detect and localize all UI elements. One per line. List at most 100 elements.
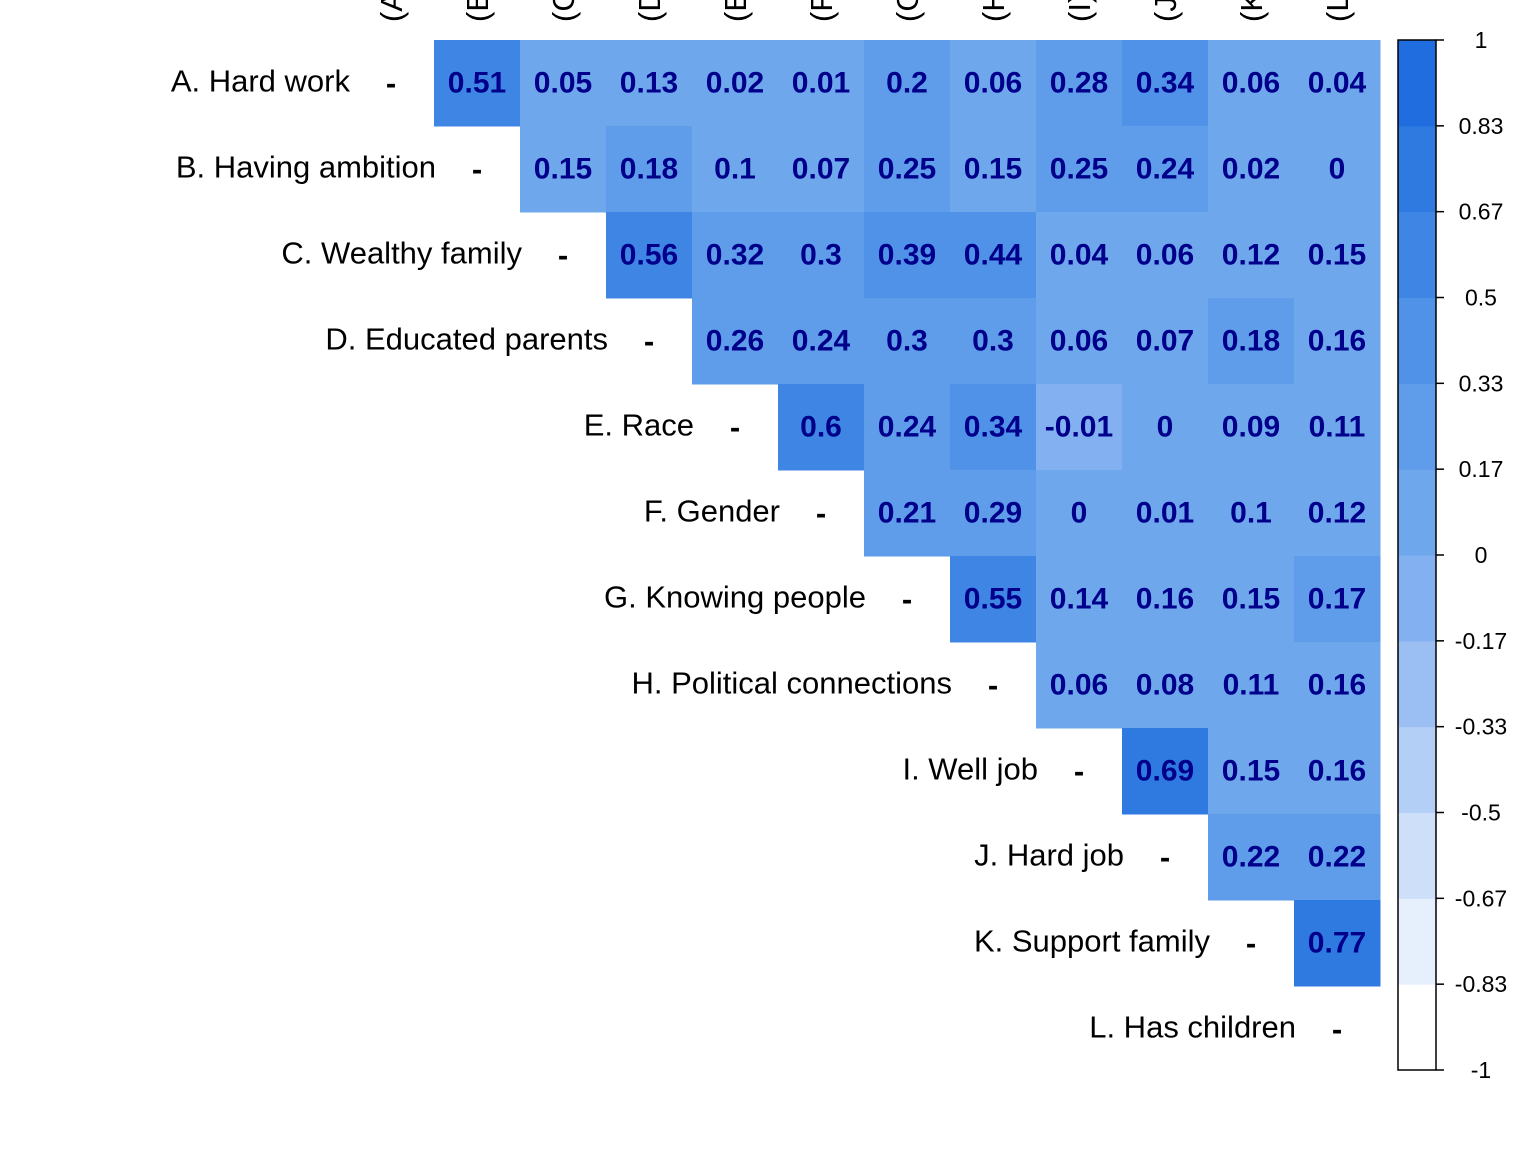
row-label: E. Race (584, 408, 694, 443)
cell-value: 0.15 (534, 153, 592, 186)
heatmap-cell (950, 556, 1037, 643)
cell-value: 0.44 (964, 239, 1023, 272)
heatmap-cell (864, 470, 951, 557)
cell-values: 0.51 0.05 0.13 0.02 0.01 0.2 0.06 0.28 0.34 0.06 0… (448, 67, 1367, 960)
cell-value: 0.04 (1308, 67, 1367, 100)
cell-value: 0.06 (1136, 239, 1194, 272)
heatmap-cell (1122, 642, 1209, 729)
cell-value: 0.18 (620, 153, 678, 186)
heatmap-cell (1294, 642, 1381, 729)
heatmap-cell (1036, 298, 1123, 385)
diagonal-dash: - (988, 668, 998, 703)
cell-value: 0.12 (1222, 239, 1280, 272)
heatmap-cells (434, 40, 1381, 987)
colorbar-tick-label: 0 (1475, 542, 1488, 568)
diagonal-dash: - (472, 152, 482, 187)
heatmap-cell (864, 212, 951, 299)
cell-value: 0.01 (792, 67, 850, 100)
cell-value: 0.3 (800, 239, 842, 272)
cell-value: 0.08 (1136, 669, 1194, 702)
row-label: G. Knowing people (604, 580, 866, 615)
column-label: (E) (718, 0, 753, 22)
diagonal-dash: - (902, 582, 912, 617)
cell-value: 0.56 (620, 239, 678, 272)
cell-value: 0.25 (1050, 153, 1108, 186)
cell-value: 0.25 (878, 153, 936, 186)
heatmap-cell (864, 298, 951, 385)
heatmap-cell (1208, 470, 1295, 557)
cell-value: 0.51 (448, 67, 506, 100)
heatmap-cell (1294, 126, 1381, 213)
cell-value: 0 (1071, 497, 1088, 530)
column-label: (A) (374, 0, 409, 22)
colorbar-tick-label: 1 (1475, 27, 1488, 53)
cell-value: 0.24 (878, 411, 937, 444)
colorbar-segment (1398, 984, 1436, 1071)
diagonal-dash: - (816, 496, 826, 531)
diagonal-dashes: - - - - - - - - - - - - (386, 66, 1342, 1047)
row-label: A. Hard work (171, 64, 351, 99)
colorbar-segment (1398, 297, 1436, 384)
cell-value: 0.3 (972, 325, 1014, 358)
cell-value: 0 (1157, 411, 1174, 444)
diagonal-dash: - (1246, 926, 1256, 961)
diagonal-dash: - (1074, 754, 1084, 789)
heatmap-cell (950, 126, 1037, 213)
heatmap-cell (1294, 814, 1381, 901)
cell-value: 0.34 (1136, 67, 1195, 100)
column-label: (D) (632, 0, 667, 22)
colorbar-segment (1398, 726, 1436, 813)
cell-value: 0.13 (620, 67, 678, 100)
heatmap-cell (520, 126, 607, 213)
heatmap-cell (864, 40, 951, 127)
heatmap-cell (692, 40, 779, 127)
diagonal-dash: - (1332, 1012, 1342, 1047)
colorbar-segment (1398, 469, 1436, 556)
cell-value: 0.02 (706, 67, 764, 100)
heatmap-cell (1208, 212, 1295, 299)
heatmap-cell (778, 40, 865, 127)
heatmap-cell (1294, 212, 1381, 299)
heatmap-cell (1208, 298, 1295, 385)
cell-value: 0.1 (714, 153, 756, 186)
colorbar-segment (1398, 898, 1436, 985)
heatmap-cell (606, 126, 693, 213)
column-label: (B) (460, 0, 495, 22)
cell-value: 0.34 (964, 411, 1023, 444)
cell-value: 0.39 (878, 239, 936, 272)
heatmap-cell (950, 470, 1037, 557)
heatmap-cell (1036, 384, 1123, 471)
row-label: C. Wealthy family (281, 236, 522, 271)
cell-value: 0.11 (1309, 411, 1366, 444)
heatmap-cell (1036, 126, 1123, 213)
heatmap-cell (1294, 470, 1381, 557)
cell-value: 0.28 (1050, 67, 1108, 100)
cell-value: 0.26 (706, 325, 764, 358)
cell-value: 0.3 (886, 325, 928, 358)
row-label: H. Political connections (632, 666, 953, 701)
cell-value: 0.32 (706, 239, 764, 272)
heatmap-cell (1122, 384, 1209, 471)
cell-value: 0.16 (1308, 325, 1366, 358)
heatmap-cell (1122, 556, 1209, 643)
cell-value: 0.02 (1222, 153, 1280, 186)
row-label: D. Educated parents (325, 322, 608, 357)
heatmap-cell (864, 384, 951, 471)
column-label: (K) (1234, 0, 1269, 22)
cell-value: 0.17 (1308, 583, 1366, 616)
cell-value: 0.11 (1223, 669, 1280, 702)
row-label: L. Has children (1089, 1010, 1296, 1045)
heatmap-cell (1122, 126, 1209, 213)
cell-value: 0.07 (792, 153, 850, 186)
colorbar-tick-label: -0.33 (1455, 714, 1507, 740)
heatmap-cell (1208, 126, 1295, 213)
colorbar-segment (1398, 383, 1436, 470)
heatmap-cell (1036, 556, 1123, 643)
heatmap-cell (1294, 40, 1381, 127)
column-label: (J) (1148, 0, 1183, 22)
cell-value: 0.06 (964, 67, 1022, 100)
colorbar-segment (1398, 40, 1436, 127)
column-label: (L) (1320, 0, 1355, 22)
row-label: I. Well job (902, 752, 1038, 787)
colorbar-tick-label: -0.17 (1455, 628, 1507, 654)
